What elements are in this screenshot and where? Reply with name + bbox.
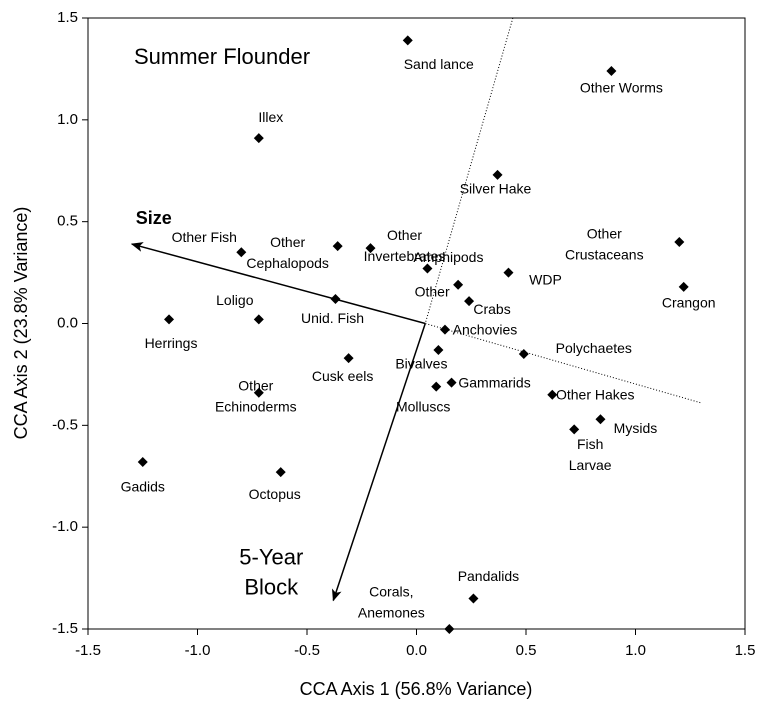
point [332, 241, 343, 252]
point [439, 324, 450, 335]
point-label: Mysids [614, 420, 658, 436]
x-tick-label: -0.5 [294, 642, 320, 659]
point [330, 294, 341, 305]
plot-frame [87, 17, 746, 630]
point [492, 169, 503, 180]
point-label: Pandalids [458, 568, 520, 584]
point [137, 456, 148, 467]
x-tick-label: 1.5 [735, 642, 756, 659]
point-label: Loligo [216, 292, 254, 308]
point [365, 243, 376, 254]
point-label: Molluscs [396, 398, 450, 414]
x-tick-label: 0.5 [516, 642, 537, 659]
point [569, 424, 580, 435]
point-label: Other [415, 284, 450, 300]
point [433, 344, 444, 355]
point-label: Larvae [569, 457, 612, 473]
vector-label: Size [136, 208, 172, 228]
point-label: Crabs [473, 301, 510, 317]
point-label: Gammarids [458, 374, 530, 390]
point [275, 467, 286, 478]
point-label: Other [387, 227, 422, 243]
point-label: Unid. Fish [301, 310, 364, 326]
point-label: Other [270, 234, 305, 250]
x-tick-label: -1.5 [75, 642, 101, 659]
point-label: Amphipods [413, 249, 483, 265]
point-label: Other Fish [172, 229, 237, 245]
x-axis-title: CCA Axis 1 (56.8% Variance) [300, 679, 533, 699]
point-label: Cephalopods [246, 255, 329, 271]
point [678, 281, 689, 292]
point-label: Fish [577, 436, 603, 452]
point [422, 263, 433, 274]
point [431, 381, 442, 392]
point-label: Anchovies [453, 321, 518, 337]
point-label: Invertebrates [364, 248, 446, 264]
point [164, 314, 175, 325]
vector-label: Block [244, 574, 299, 599]
point [547, 389, 558, 400]
point-label: Octopus [249, 486, 301, 502]
point-label: Other Worms [580, 80, 663, 96]
y-tick-label: 0.5 [57, 213, 78, 230]
y-axis-title: CCA Axis 2 (23.8% Variance) [11, 207, 31, 440]
point [236, 247, 247, 258]
point-label: Crangon [662, 295, 716, 311]
point-label: Cusk eels [312, 368, 373, 384]
point [446, 377, 457, 388]
point [453, 279, 464, 290]
vector-arrow [332, 323, 426, 602]
point-label: Other [587, 226, 622, 242]
y-tick-label: -1.0 [52, 518, 78, 535]
point-label: Echinoderms [215, 398, 297, 414]
chart-title: Summer Flounder [134, 44, 310, 69]
point-label: Silver Hake [460, 181, 532, 197]
point [253, 133, 264, 144]
point [595, 414, 606, 425]
point [402, 35, 413, 46]
point-label: Other Hakes [556, 386, 635, 402]
point [343, 353, 354, 364]
point [444, 624, 455, 634]
point [606, 65, 617, 76]
point-label: Sand lance [404, 56, 474, 72]
point-label: WDP [529, 271, 562, 287]
point-label: Corals, [369, 584, 413, 600]
point [503, 267, 514, 278]
vector-arrow [130, 242, 426, 325]
point [674, 237, 685, 248]
point-label: Other [238, 377, 273, 393]
point [253, 314, 264, 325]
point-label: Anemones [358, 605, 425, 621]
point-label: Gadids [121, 479, 165, 495]
x-tick-label: 0.0 [406, 642, 427, 659]
point-label: Illex [258, 109, 283, 125]
y-tick-label: 1.5 [57, 9, 78, 26]
vector-label: 5-Year [239, 544, 303, 569]
point-label: Polychaetes [556, 340, 632, 356]
point [518, 349, 529, 360]
point-label: Crustaceans [565, 247, 644, 263]
point [464, 296, 475, 307]
reference-line [424, 17, 702, 404]
y-tick-label: 1.0 [57, 111, 78, 128]
point [468, 593, 479, 604]
point-label: Bivalves [395, 356, 447, 372]
x-tick-label: -1.0 [185, 642, 211, 659]
point [253, 387, 264, 398]
y-tick-label: -1.5 [52, 620, 78, 637]
y-tick-label: -0.5 [52, 416, 78, 433]
point-label: Herrings [145, 335, 198, 351]
x-tick-label: 1.0 [625, 642, 646, 659]
y-tick-label: 0.0 [57, 314, 78, 331]
